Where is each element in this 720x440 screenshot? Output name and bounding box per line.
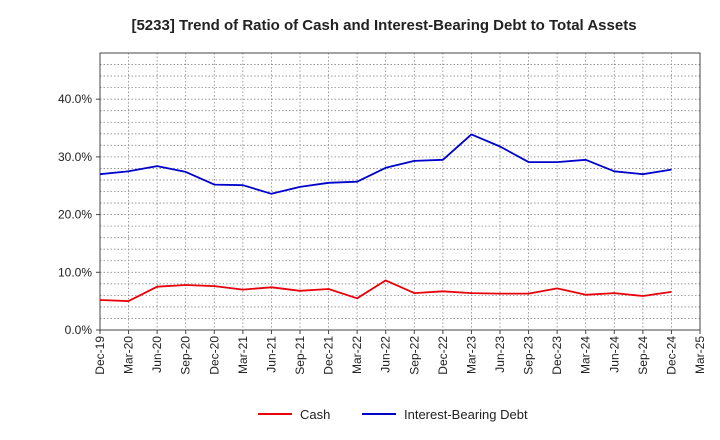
series-line-cash (99, 279, 672, 303)
x-tick-label: Dec-22 (436, 336, 450, 375)
x-tick-label: Sep-23 (522, 336, 536, 375)
y-tick-label: 40.0% (58, 92, 92, 106)
x-axis-ticks: Dec-19 Mar-20 Jun-20 Sep-20 Dec-20 Mar-21 Jun-… (93, 330, 707, 375)
x-tick-label: Sep-24 (636, 336, 650, 375)
x-tick-label: Mar-20 (122, 336, 136, 374)
x-tick-label: Jun-24 (607, 336, 621, 373)
plot-frame (99, 52, 701, 331)
x-tick-label: Dec-24 (664, 336, 678, 375)
x-tick-label: Mar-23 (464, 336, 478, 374)
x-tick-label: Jun-21 (264, 336, 278, 373)
y-tick-label: 0.0% (65, 323, 93, 337)
x-tick-label: Mar-21 (236, 336, 250, 374)
x-tick-label: Dec-21 (322, 336, 336, 375)
x-tick-label: Sep-22 (407, 336, 421, 375)
y-axis-ticks: 0.0% 10.0% 20.0% 30.0% 40.0% (58, 92, 100, 337)
legend-label: Interest-Bearing Debt (404, 407, 528, 422)
x-tick-label: Jun-20 (150, 336, 164, 373)
x-tick-label: Sep-21 (293, 336, 307, 375)
series-line-interest-bearing-debt (99, 133, 672, 195)
x-tick-label: Sep-20 (179, 336, 193, 375)
x-tick-label: Mar-22 (350, 336, 364, 374)
y-tick-label: 30.0% (58, 150, 92, 164)
chart-title: [5233] Trend of Ratio of Cash and Intere… (131, 17, 636, 34)
x-tick-label: Jun-22 (379, 336, 393, 373)
x-tick-label: Jun-23 (493, 336, 507, 373)
x-tick-label: Mar-25 (693, 336, 707, 374)
grid-lines (100, 53, 700, 330)
y-tick-label: 20.0% (58, 208, 92, 222)
x-tick-label: Dec-20 (207, 336, 221, 375)
x-tick-label: Mar-24 (579, 336, 593, 374)
x-tick-label: Dec-19 (93, 336, 107, 375)
y-tick-label: 10.0% (58, 265, 92, 279)
legend-label: Cash (300, 407, 330, 422)
series-lines (99, 133, 672, 303)
x-tick-label: Dec-23 (550, 336, 564, 375)
legend: Cash Interest-Bearing Debt (258, 407, 528, 422)
